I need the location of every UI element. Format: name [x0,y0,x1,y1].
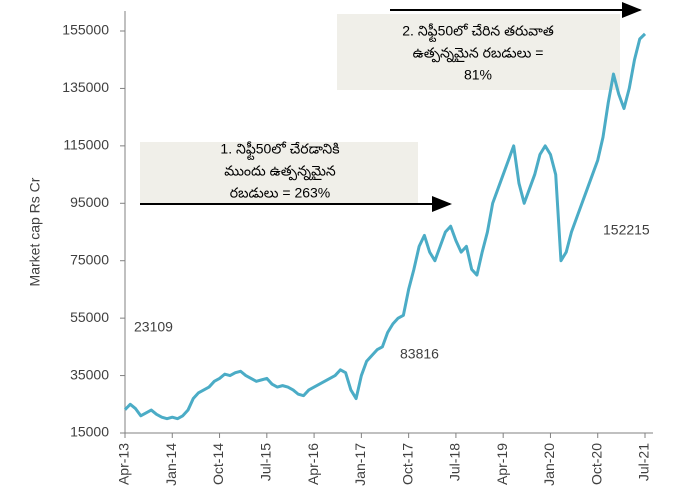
note-box [337,14,620,90]
annotation: 152215 [603,222,650,238]
x-tick-label: Apr-13 [116,443,132,485]
x-tick-label: Jan-20 [541,443,557,486]
y-tick-label: 55000 [70,309,109,325]
y-tick-label: 35000 [70,366,109,382]
y-tick-label: 75000 [70,251,109,267]
y-tick-label: 115000 [63,137,109,153]
note-box [140,142,418,205]
note: ఉత్పన్నమైన రబడులు = [413,45,544,63]
annotation: 23109 [134,319,173,335]
note: రబడులు = 263% [230,185,331,201]
x-tick-label: Apr-16 [305,443,321,485]
y-tick-label: 135000 [62,79,109,95]
x-tick-label: Jan-17 [352,443,368,486]
line [123,32,647,421]
x-tick-label: Oct-20 [588,443,604,485]
annotation: 83816 [400,346,439,362]
y-tick-label: 15000 [70,424,109,440]
note: 81% [464,67,492,83]
x-tick-label: Oct-17 [399,443,415,485]
y-axis-label: Market cap Rs Cr [27,177,43,286]
note: ముందు ఉత్పన్నమైన [224,163,336,181]
x-tick-label: Apr-19 [494,443,510,485]
x-tick-label: Oct-14 [210,443,226,485]
note: 2. నిఫ్టీ50లో చేరిన తరువాత [402,23,554,43]
y-tick-label: 95000 [70,194,109,210]
x-tick-label: Jul-21 [636,443,652,481]
x-tick-label: Jul-15 [258,443,274,481]
x-tick-label: Jul-18 [447,443,463,481]
x-tick-label: Jan-14 [163,443,179,486]
note: 1. నిఫ్టీ50లో చేరడానికి [220,141,339,161]
y-tick-label: 155000 [62,22,109,38]
